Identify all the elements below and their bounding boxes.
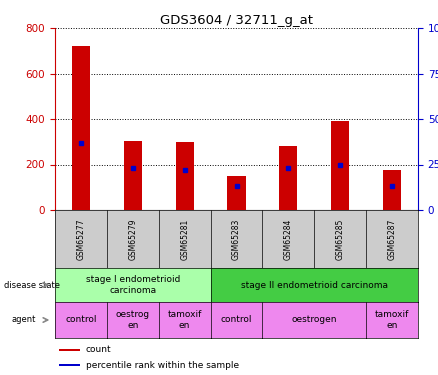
Text: count: count: [86, 345, 112, 354]
Text: GSM65287: GSM65287: [388, 218, 396, 259]
Bar: [227, 176, 246, 210]
Text: stage II endometrioid carcinoma: stage II endometrioid carcinoma: [241, 280, 388, 290]
Text: agent: agent: [11, 315, 35, 324]
Text: tamoxif
en: tamoxif en: [375, 310, 409, 330]
Text: GSM65277: GSM65277: [76, 218, 85, 260]
Text: GSM65283: GSM65283: [232, 218, 241, 259]
Bar: [331, 121, 349, 210]
Text: oestrog
en: oestrog en: [116, 310, 150, 330]
Title: GDS3604 / 32711_g_at: GDS3604 / 32711_g_at: [160, 14, 313, 27]
Bar: [124, 141, 142, 210]
Bar: [59, 349, 81, 351]
Bar: [59, 364, 81, 366]
Text: control: control: [65, 315, 97, 324]
Text: control: control: [221, 315, 252, 324]
Text: disease state: disease state: [4, 280, 60, 290]
Bar: [383, 170, 401, 210]
Text: tamoxif
en: tamoxif en: [167, 310, 202, 330]
Bar: [72, 46, 90, 210]
Text: GSM65285: GSM65285: [336, 218, 345, 259]
Text: percentile rank within the sample: percentile rank within the sample: [86, 361, 239, 370]
Text: GSM65284: GSM65284: [284, 218, 293, 259]
Text: oestrogen: oestrogen: [292, 315, 337, 324]
Text: GSM65281: GSM65281: [180, 218, 189, 259]
Bar: [279, 146, 297, 210]
Bar: [176, 142, 194, 210]
Text: stage I endometrioid
carcinoma: stage I endometrioid carcinoma: [85, 275, 180, 295]
Text: GSM65279: GSM65279: [128, 218, 137, 260]
